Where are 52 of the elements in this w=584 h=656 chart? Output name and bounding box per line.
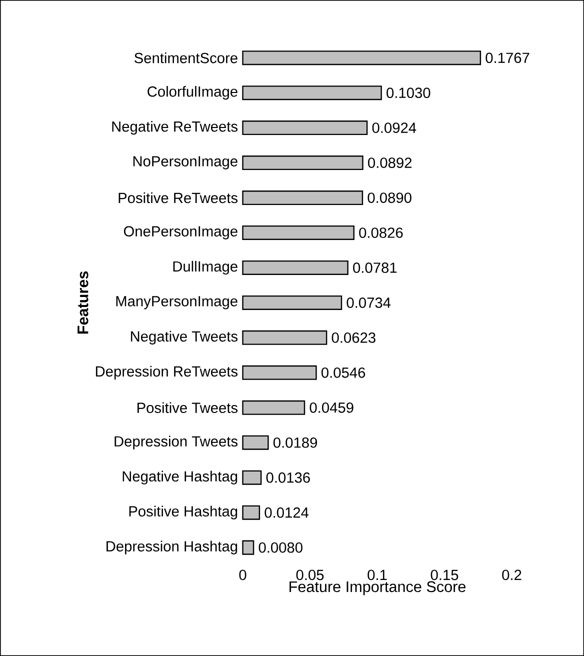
x-tick-label: 0 bbox=[239, 570, 246, 580]
x-tick-label: 0.2 bbox=[502, 570, 522, 580]
bar bbox=[242, 260, 348, 275]
x-tick-label: 0.15 bbox=[430, 570, 458, 580]
data-label: 0.0781 bbox=[353, 262, 397, 273]
bar bbox=[242, 435, 269, 450]
data-label: 0.0826 bbox=[359, 228, 403, 238]
x-axis-title: Feature Importance Score bbox=[290, 581, 466, 596]
y-tick-label: OnePersonImage bbox=[124, 226, 238, 240]
data-label: 0.0924 bbox=[372, 122, 416, 133]
x-tick-label: 0.1 bbox=[368, 570, 387, 580]
data-label: 0.1767 bbox=[486, 52, 530, 64]
y-tick-label: SentimentScore bbox=[134, 52, 238, 64]
data-label: 0.0890 bbox=[368, 192, 412, 203]
y-tick-label: Depression Hashtag bbox=[106, 540, 238, 554]
bar bbox=[242, 86, 382, 100]
data-label: 0.0459 bbox=[310, 402, 354, 413]
bar bbox=[242, 400, 306, 415]
bar bbox=[242, 120, 368, 136]
y-tick-label: Depression ReTweets bbox=[96, 366, 238, 380]
data-label: 0.0080 bbox=[258, 542, 302, 553]
bar bbox=[242, 156, 364, 170]
bar bbox=[242, 225, 354, 240]
y-tick-label: Negative Hashtag bbox=[122, 470, 238, 484]
y-tick-label: NoPersonImage bbox=[133, 156, 238, 170]
y-tick-label: Positive Tweets bbox=[137, 402, 238, 414]
bar bbox=[242, 190, 364, 206]
y-tick-label: Negative ReTweets bbox=[112, 120, 238, 135]
y-tick-label: Negative Tweets bbox=[130, 330, 238, 344]
bar bbox=[242, 295, 342, 310]
bar bbox=[242, 330, 328, 345]
y-tick-label: Positive ReTweets bbox=[118, 192, 238, 204]
data-label: 0.0124 bbox=[264, 507, 308, 518]
bar bbox=[242, 365, 317, 380]
data-label: 0.0892 bbox=[368, 158, 412, 168]
y-tick-label: DullImage bbox=[173, 260, 238, 275]
y-tick-label: ColorfulImage bbox=[148, 86, 238, 100]
y-tick-label: ManyPersonImage bbox=[116, 296, 238, 310]
data-label: 0.0136 bbox=[266, 472, 310, 483]
data-label: 0.0546 bbox=[321, 367, 366, 378]
data-label: 0.0189 bbox=[273, 437, 317, 448]
x-tick-label: 0.05 bbox=[296, 570, 324, 580]
bar bbox=[242, 505, 260, 520]
y-tick-label: Depression Tweets bbox=[114, 436, 238, 450]
data-label: 0.0623 bbox=[332, 332, 376, 343]
bar bbox=[242, 50, 482, 66]
data-label: 0.0734 bbox=[346, 298, 391, 308]
y-tick-label: Positive Hashtag bbox=[129, 506, 238, 520]
y-axis-title: Features bbox=[78, 271, 88, 334]
bar bbox=[242, 470, 262, 485]
bar bbox=[242, 540, 254, 555]
data-label: 0.1030 bbox=[386, 88, 430, 98]
